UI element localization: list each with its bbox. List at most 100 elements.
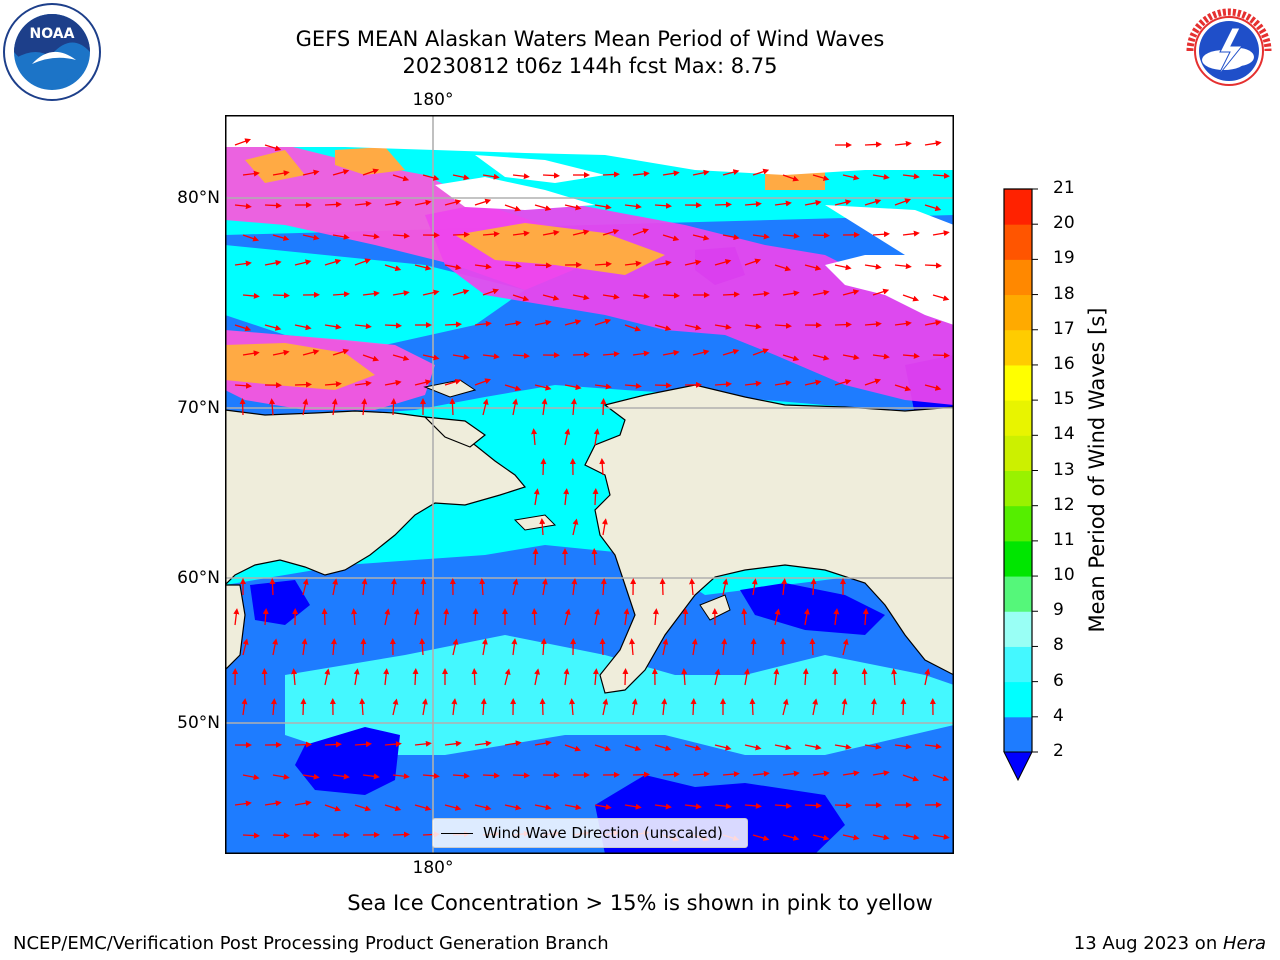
wave-direction-arrow [652,608,659,626]
wave-direction-arrow [924,743,942,750]
colorbar-tick-label: 9 [1053,600,1064,621]
wave-direction-arrow [932,352,950,359]
wave-direction-arrow [744,258,762,266]
wave-direction-arrow [294,800,312,807]
wave-direction-arrow [654,382,672,389]
colorbar-segment [1004,435,1032,471]
wave-direction-arrow [531,428,538,446]
wave-direction-arrow [272,234,290,241]
svg-text:NOAA: NOAA [30,26,75,42]
wave-direction-arrow [601,518,608,536]
wave-direction-arrow [812,698,819,716]
nws-logo [1182,4,1276,98]
wave-direction-arrow [632,771,650,778]
wave-direction-arrow [264,800,282,807]
wave-direction-arrow [384,608,391,626]
wave-direction-arrow [444,740,462,747]
wave-direction-arrow [572,229,590,236]
wave-direction-arrow [662,638,669,656]
wave-direction-arrow [504,384,522,392]
land-chukotka-tip [423,416,487,448]
wave-direction-arrow [752,233,770,240]
wave-direction-arrow [264,202,282,209]
wave-direction-arrow [714,744,732,751]
wave-direction-arrow [291,668,298,686]
colorbar-segment [1004,189,1032,225]
wave-direction-arrow [324,258,342,266]
wave-direction-arrow [924,140,942,147]
wave-direction-arrow [812,289,830,296]
wave-direction-arrow [624,260,642,267]
wave-direction-arrow [533,488,540,506]
lon-label-bottom: 180° [412,858,454,878]
wave-direction-arrow [872,288,890,296]
wave-direction-arrow [269,398,276,416]
wave-direction-arrow [722,291,740,298]
colorbar-segment [1004,611,1032,647]
wave-direction-arrow [924,204,942,212]
colorbar-segment [1004,681,1032,718]
wave-direction-arrow [833,608,840,626]
wave-direction-arrow [842,834,860,841]
wave-direction-arrow [714,381,732,388]
wave-direction-arrow [233,608,240,626]
wave-direction-arrow [264,324,282,331]
wave-direction-arrow [632,350,650,357]
wave-direction-arrow [270,698,277,716]
wave-direction-arrow [452,353,470,360]
wave-direction-arrow [682,608,689,626]
wave-direction-arrow [804,744,822,751]
wave-direction-arrow [842,174,860,181]
wave-direction-arrow [602,228,620,236]
wave-direction-arrow [541,398,548,416]
wave-direction-arrow [774,802,792,809]
wave-direction-arrow [534,384,552,391]
wave-direction-arrow [841,698,848,716]
wave-direction-arrow [272,349,290,356]
colorbar-tick-label: 4 [1053,705,1064,726]
wave-direction-arrow [420,578,427,596]
colorbar-segment [1004,576,1032,612]
wave-direction-arrow [591,548,598,566]
wave-direction-arrow [804,379,822,386]
wave-direction-arrow [482,231,500,238]
wave-direction-arrow [902,774,920,782]
wave-direction-arrow [834,743,852,750]
colorbar-tick-label: 12 [1053,494,1075,515]
wave-direction-arrow [302,398,309,416]
wave-direction-arrow [572,518,579,536]
wave-direction-arrow [594,261,612,268]
wave-direction-arrow [414,264,432,271]
wave-direction-arrow [594,203,612,210]
wave-direction-arrow [924,262,942,269]
wave-direction-arrow [864,198,882,206]
colorbar-tick-label: 8 [1053,635,1064,656]
wave-direction-arrow [563,668,570,686]
wave-direction-arrow [392,831,410,838]
wave-direction-arrow [444,321,462,328]
wave-direction-arrow [752,834,770,841]
wave-direction-arrow [504,740,522,747]
wave-direction-arrow [452,638,459,656]
legend-line-swatch [441,832,473,834]
wave-direction-arrow [782,770,800,777]
wave-direction-arrow [872,231,890,238]
wave-direction-arrow [932,833,950,840]
wave-direction-arrow [390,578,397,596]
wave-direction-arrow [752,348,770,356]
wave-direction-arrow [594,383,612,390]
wave-direction-arrow [602,171,620,178]
wave-direction-arrow [602,698,609,716]
wave-direction-arrow [624,744,642,752]
wave-direction-arrow [512,578,519,596]
wave-direction-arrow [302,773,320,780]
nodata-center [435,177,595,210]
wave-direction-arrow [414,804,432,811]
wave-direction-arrow [602,351,620,358]
colorbar-tick-label: 2 [1053,741,1064,761]
wave-direction-arrow [542,172,560,179]
wave-direction-arrow [752,770,770,777]
wave-direction-arrow [504,320,522,327]
wave-direction-arrow [474,263,492,270]
wave-direction-arrow [261,668,268,686]
